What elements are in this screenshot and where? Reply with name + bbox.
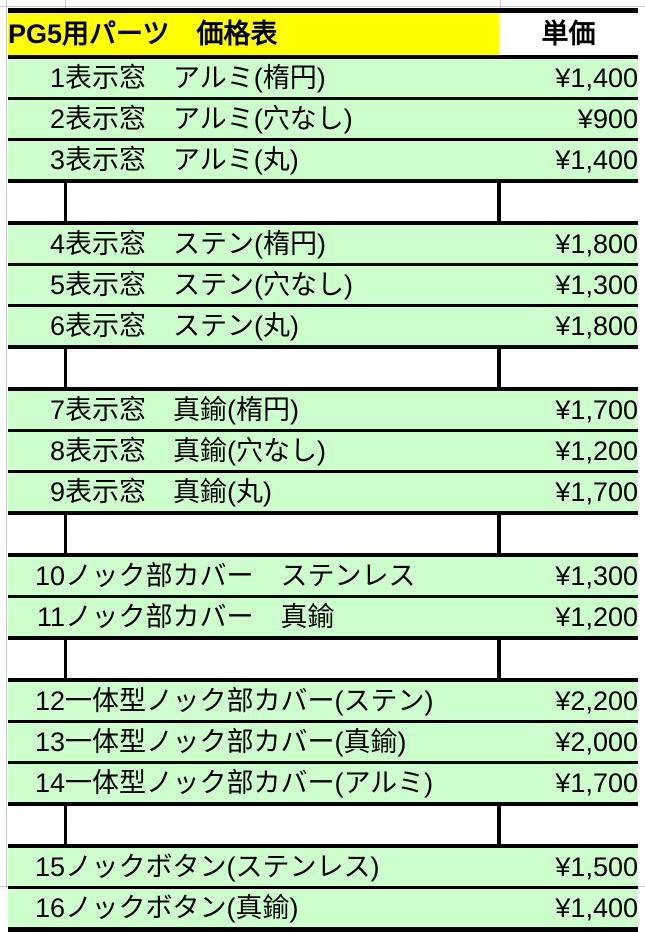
row-unit-price: ¥2,000: [499, 721, 638, 764]
row-number: 8: [8, 430, 65, 473]
row-item-name: 表示窓 真鍮(丸): [65, 471, 499, 515]
row-number: 10: [8, 553, 65, 598]
row-number: 1: [8, 55, 65, 100]
spacer-cell-number: [8, 347, 67, 389]
row-unit-price: ¥1,700: [499, 387, 638, 432]
row-unit-price: ¥900: [499, 98, 638, 141]
spacer-cell-number: [8, 513, 67, 555]
row-item-name: 一体型ノック部カバー(ステン): [65, 678, 499, 723]
row-unit-price: ¥1,200: [499, 430, 638, 473]
table-row[interactable]: 5 表示窓 ステン(穴なし) ¥1,300: [8, 264, 638, 307]
spacer-cell-name: [65, 347, 499, 389]
group-spacer-row: [8, 638, 638, 680]
group-spacer-row: [8, 347, 638, 389]
row-unit-price: ¥1,800: [499, 221, 638, 266]
row-unit-price: ¥1,300: [499, 553, 638, 598]
row-number: 7: [8, 387, 65, 432]
row-item-name: 表示窓 真鍮(穴なし): [65, 430, 499, 473]
row-unit-price: ¥1,400: [499, 887, 638, 932]
table-row[interactable]: 7 表示窓 真鍮(楕円) ¥1,700: [8, 387, 638, 432]
row-item-name: 表示窓 ステン(丸): [65, 305, 499, 349]
row-unit-price: ¥1,400: [499, 139, 638, 183]
row-number: 9: [8, 471, 65, 515]
spacer-cell-number: [8, 181, 67, 223]
table-row[interactable]: 12 一体型ノック部カバー(ステン) ¥2,200: [8, 678, 638, 723]
row-number: 16: [8, 887, 65, 932]
spacer-cell-name: [65, 513, 499, 555]
spacer-cell-name: [65, 181, 499, 223]
table-row[interactable]: 16 ノックボタン(真鍮) ¥1,400: [8, 887, 638, 932]
row-unit-price: ¥1,200: [499, 596, 638, 640]
table-row[interactable]: 9 表示窓 真鍮(丸) ¥1,700: [8, 471, 638, 515]
row-number: 13: [8, 721, 65, 764]
price-table-container: PG5用パーツ 価格表 単価 1 表示窓 アルミ(楕円) ¥1,400 2 表示窓 アルミ(…: [8, 8, 638, 932]
table-row[interactable]: 11 ノック部カバー 真鍮 ¥1,200: [8, 596, 638, 640]
row-unit-price: ¥1,800: [499, 305, 638, 349]
row-item-name: 表示窓 アルミ(丸): [65, 139, 499, 183]
table-header-row: PG5用パーツ 価格表 単価: [8, 8, 638, 59]
spacer-cell-price: [497, 804, 638, 846]
row-number: 12: [8, 678, 65, 723]
table-row[interactable]: 13 一体型ノック部カバー(真鍮) ¥2,000: [8, 721, 638, 764]
price-table: PG5用パーツ 価格表 単価 1 表示窓 アルミ(楕円) ¥1,400 2 表示窓 アルミ(…: [8, 8, 638, 932]
row-number: 2: [8, 98, 65, 141]
spacer-cell-name: [65, 638, 499, 680]
row-number: 4: [8, 221, 65, 266]
group-spacer-row: [8, 804, 638, 846]
table-row[interactable]: 2 表示窓 アルミ(穴なし) ¥900: [8, 98, 638, 141]
row-item-name: 表示窓 アルミ(穴なし): [65, 98, 499, 141]
row-item-name: 表示窓 アルミ(楕円): [65, 55, 499, 100]
group-spacer-row: [8, 181, 638, 223]
table-row[interactable]: 15 ノックボタン(ステンレス) ¥1,500: [8, 844, 638, 889]
spacer-cell-number: [8, 804, 67, 846]
page-title: PG5用パーツ 価格表: [8, 8, 499, 59]
row-item-name: 表示窓 ステン(穴なし): [65, 264, 499, 307]
row-unit-price: ¥1,500: [499, 844, 638, 889]
row-unit-price: ¥2,200: [499, 678, 638, 723]
row-number: 3: [8, 139, 65, 183]
sheet-row-gridline-0: [0, 6, 645, 7]
spacer-cell-price: [497, 347, 638, 389]
table-row[interactable]: 3 表示窓 アルミ(丸) ¥1,400: [8, 139, 638, 183]
table-row[interactable]: 14 一体型ノック部カバー(アルミ) ¥1,700: [8, 762, 638, 806]
row-item-name: 一体型ノック部カバー(真鍮): [65, 721, 499, 764]
table-row[interactable]: 6 表示窓 ステン(丸) ¥1,800: [8, 305, 638, 349]
row-unit-price: ¥1,700: [499, 471, 638, 515]
table-row[interactable]: 1 表示窓 アルミ(楕円) ¥1,400: [8, 55, 638, 100]
group-spacer-row: [8, 513, 638, 555]
table-row[interactable]: 4 表示窓 ステン(楕円) ¥1,800: [8, 221, 638, 266]
row-item-name: 表示窓 真鍮(楕円): [65, 387, 499, 432]
spacer-cell-number: [8, 638, 67, 680]
row-number: 11: [8, 596, 65, 640]
row-unit-price: ¥1,400: [499, 55, 638, 100]
spacer-cell-price: [497, 181, 638, 223]
spacer-cell-price: [497, 638, 638, 680]
row-number: 6: [8, 305, 65, 349]
row-number: 15: [8, 844, 65, 889]
row-unit-price: ¥1,300: [499, 264, 638, 307]
row-item-name: ノック部カバー 真鍮: [65, 596, 499, 640]
row-number: 14: [8, 762, 65, 806]
spacer-cell-price: [497, 513, 638, 555]
row-unit-price: ¥1,700: [499, 762, 638, 806]
row-item-name: ノックボタン(ステンレス): [65, 844, 499, 889]
price-table-body: PG5用パーツ 価格表 単価 1 表示窓 アルミ(楕円) ¥1,400 2 表示窓 アルミ(…: [8, 8, 638, 932]
row-item-name: 一体型ノック部カバー(アルミ): [65, 762, 499, 806]
spacer-cell-name: [65, 804, 499, 846]
sheet-column-gridline-0: [6, 0, 7, 889]
row-number: 5: [8, 264, 65, 307]
table-row[interactable]: 8 表示窓 真鍮(穴なし) ¥1,200: [8, 430, 638, 473]
row-item-name: ノック部カバー ステンレス: [65, 553, 499, 598]
table-row[interactable]: 10 ノック部カバー ステンレス ¥1,300: [8, 553, 638, 598]
row-item-name: 表示窓 ステン(楕円): [65, 221, 499, 266]
row-item-name: ノックボタン(真鍮): [65, 887, 499, 932]
column-header-unit-price: 単価: [499, 8, 638, 59]
